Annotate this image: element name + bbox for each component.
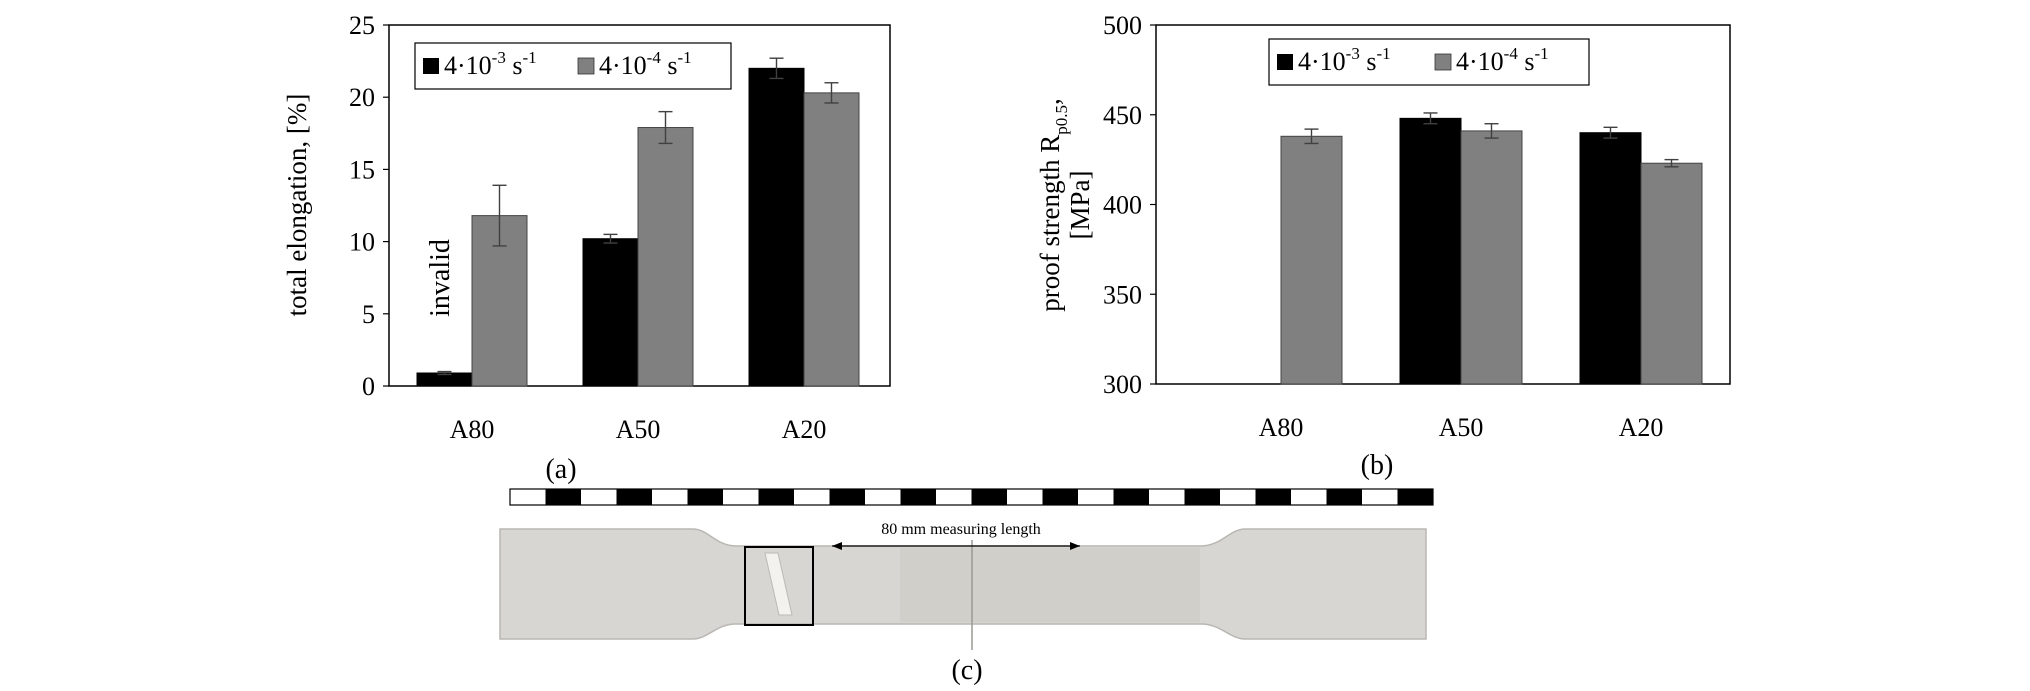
chart-b-y-ticks: 300 350 400 450 500 — [1103, 11, 1156, 399]
bar-series-2 — [803, 92, 860, 387]
panel-label-c: (c) — [951, 655, 982, 686]
error-bar-series-2 — [1664, 158, 1679, 168]
y-tick-label: 10 — [349, 228, 375, 257]
tensile-specimen — [499, 528, 1427, 640]
bar-series-2 — [1280, 135, 1343, 385]
y-tick-label: 0 — [362, 372, 375, 401]
y-tick-label: 15 — [349, 155, 375, 184]
chart-a: 0 5 10 15 20 25 A80 A50 A20 total elongation, [… — [282, 11, 891, 485]
y-tick-label: 450 — [1103, 101, 1142, 130]
scale-bar-segment — [1397, 489, 1433, 505]
chart-a-legend-entry-2: 4·10-4 s-1 — [599, 48, 692, 80]
measuring-length-arrow — [832, 542, 1080, 550]
chart-a-y-ticks: 0 5 10 15 20 25 — [349, 11, 389, 401]
scale-bar — [509, 488, 1434, 506]
chart-a-x-ticks: A80 A50 A20 — [450, 415, 827, 444]
error-bar-series-1 — [437, 370, 452, 376]
y-tick-label: 300 — [1103, 370, 1142, 399]
bar-series-2 — [637, 127, 694, 387]
specimen-photo: 80 mm measuring length (c) — [499, 488, 1434, 686]
bar-series-1 — [1579, 132, 1642, 385]
y-tick-label: 400 — [1103, 191, 1142, 220]
scale-bar-segment — [758, 489, 794, 505]
chart-a-y-axis-label: total elongation, [%] — [282, 94, 312, 317]
chart-a-error-bars — [437, 57, 839, 376]
bar-series-1 — [748, 67, 805, 387]
x-tick-label: A50 — [616, 415, 661, 444]
chart-a-invalid-annotation: invalid — [425, 239, 456, 317]
chart-b-y-axis-label: proof strength Rp0.5, — [1035, 98, 1071, 311]
error-bar-series-1 — [1603, 126, 1618, 139]
scale-bar-segment — [971, 489, 1007, 505]
error-bar-series-2 — [1304, 128, 1319, 145]
error-bar-series-2 — [1484, 123, 1499, 139]
chart-b-x-ticks: A80 A50 A20 — [1259, 413, 1664, 442]
specimen-shading — [900, 548, 1200, 622]
scale-bar-segment — [829, 489, 865, 505]
scale-bar-segment — [1113, 489, 1149, 505]
chart-b-legend-entry-1: 4·10-3 s-1 — [1298, 44, 1391, 76]
error-bar-series-2 — [824, 82, 839, 104]
scale-bar-segment — [1326, 489, 1362, 505]
bar-series-2 — [1460, 130, 1523, 385]
scale-bar-segment — [545, 489, 581, 505]
chart-a-legend: 4·10-3 s-1 4·10-4 s-1 — [414, 42, 732, 90]
scale-bar-segment — [1042, 489, 1078, 505]
bar-series-2 — [1640, 162, 1703, 385]
y-tick-label: 25 — [349, 11, 375, 40]
y-tick-label: 5 — [362, 300, 375, 329]
chart-a-legend-entry-1: 4·10-3 s-1 — [444, 48, 537, 80]
scale-bar-segment — [687, 489, 723, 505]
chart-a-legend-swatch-2 — [577, 57, 595, 75]
error-bar-series-2 — [658, 110, 673, 145]
y-tick-label: 20 — [349, 83, 375, 112]
chart-b: 300 350 400 450 500 A80 A50 A20 proof strength… — [1035, 11, 1731, 481]
chart-b-legend-swatch-1 — [1277, 54, 1293, 70]
scale-bar-segment — [616, 489, 652, 505]
region-of-interest-box — [744, 546, 814, 626]
x-tick-label: A20 — [782, 415, 827, 444]
chart-b-bars — [1280, 117, 1703, 385]
chart-b-legend: 4·10-3 s-1 4·10-4 s-1 — [1268, 38, 1590, 86]
chart-b-y-axis-unit: [MPa] — [1065, 171, 1095, 240]
chart-b-error-bars — [1304, 112, 1679, 168]
y-tick-label: 500 — [1103, 11, 1142, 40]
scale-bar-segment — [1184, 489, 1220, 505]
y-tick-label: 350 — [1103, 280, 1142, 309]
scale-bar-segment — [900, 489, 936, 505]
chart-b-legend-swatch-2 — [1434, 53, 1452, 71]
error-bar-series-1 — [1423, 112, 1438, 125]
chart-b-legend-entry-2: 4·10-4 s-1 — [1456, 44, 1549, 76]
error-bar-series-1 — [603, 233, 618, 244]
specimen-notch — [764, 552, 793, 616]
chart-a-legend-box — [414, 42, 732, 90]
error-bar-series-1 — [769, 57, 784, 80]
x-tick-label: A50 — [1439, 413, 1484, 442]
x-tick-label: A80 — [1259, 413, 1304, 442]
bar-series-1 — [1399, 117, 1462, 385]
panel-label-a: (a) — [545, 454, 576, 485]
chart-b-legend-box — [1268, 38, 1590, 86]
scale-bar-segment — [1255, 489, 1291, 505]
chart-a-legend-swatch-1 — [423, 58, 439, 74]
chart-a-bars — [416, 67, 860, 387]
measuring-length-label: 80 mm measuring length — [881, 521, 1041, 538]
x-tick-label: A20 — [1619, 413, 1664, 442]
bar-series-1 — [582, 238, 639, 387]
panel-label-b: (b) — [1361, 450, 1394, 481]
error-bar-series-2 — [492, 184, 507, 247]
x-tick-label: A80 — [450, 415, 495, 444]
